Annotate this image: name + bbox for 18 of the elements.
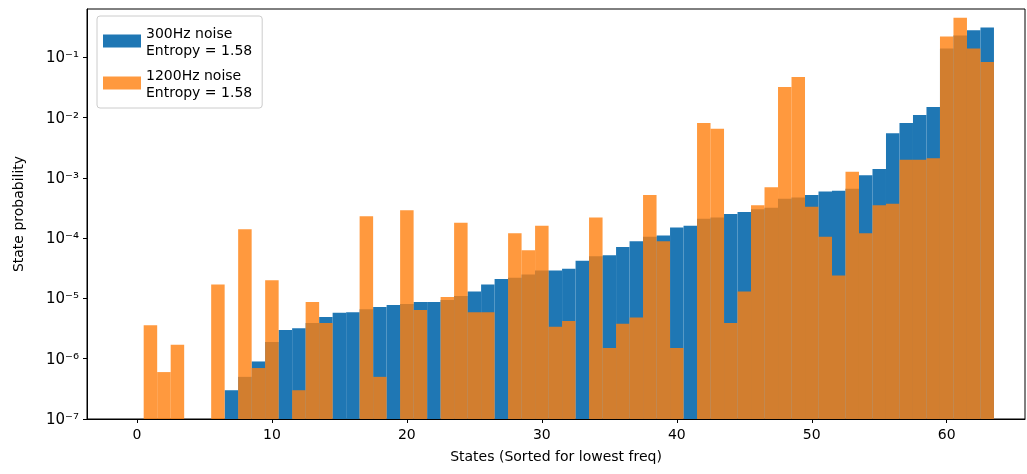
y-tick-label: 10⁻⁴ (45, 229, 79, 248)
x-tick-label: 10 (262, 426, 281, 442)
y-tick-label: 10⁻⁶ (45, 349, 79, 368)
y-tick-label: 10⁻¹ (45, 48, 79, 67)
x-tick-label: 40 (667, 426, 686, 442)
legend-label: 1200Hz noise Entropy = 1.58 (146, 66, 253, 100)
x-tick-label: 60 (937, 426, 956, 442)
x-tick-label: 50 (802, 426, 821, 442)
y-tick-label: 10⁻⁷ (45, 410, 79, 428)
y-tick-label: 10⁻³ (45, 168, 79, 187)
x-tick-label: 20 (397, 426, 416, 442)
x-tick-label: 30 (532, 426, 551, 442)
y-tick-label: 10⁻⁵ (45, 289, 79, 308)
x-axis-title: States (Sorted for lowest freq) (450, 448, 662, 464)
y-axis-title: State probability (10, 155, 26, 273)
x-tick-label: 0 (132, 426, 142, 442)
y-tick-label: 10⁻² (45, 108, 79, 127)
legend-label: 300Hz noise Entropy = 1.58 (146, 24, 253, 58)
